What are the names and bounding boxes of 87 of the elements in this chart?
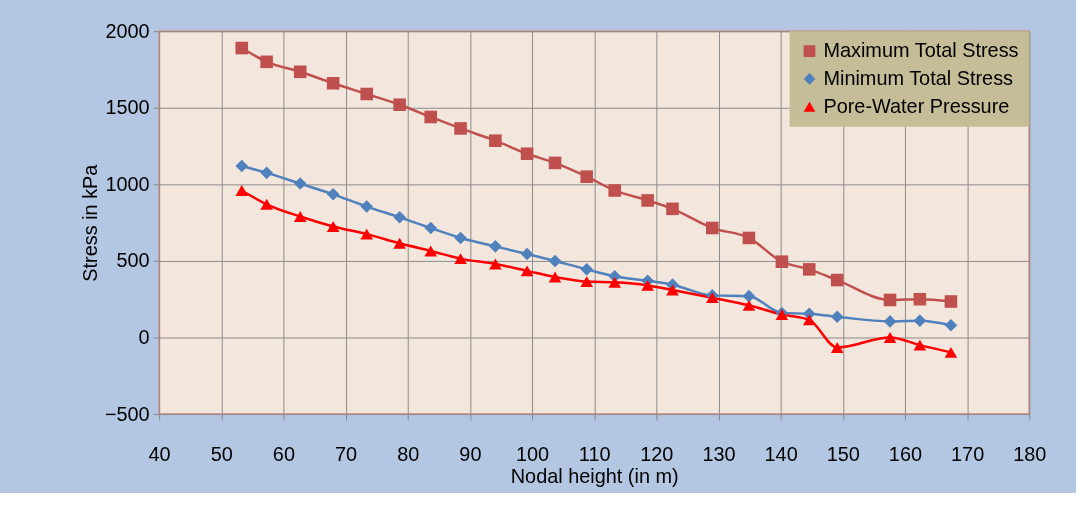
point: [360, 87, 373, 101]
point: [520, 265, 534, 277]
point: [742, 299, 756, 311]
point: [944, 318, 958, 332]
x-axis-title: Nodal height (in m): [510, 465, 679, 488]
y-tick-label: 2000: [105, 19, 150, 42]
point: [393, 98, 406, 111]
point: [424, 110, 438, 124]
point: [830, 342, 844, 353]
point: [235, 41, 249, 55]
point: [260, 198, 273, 210]
point: [360, 200, 373, 213]
y-tick-label: 1000: [105, 172, 150, 195]
point: [293, 211, 307, 222]
y-tick-label: 1500: [105, 96, 150, 119]
legend-label: Minimum Total Stress: [823, 66, 1014, 89]
legend-label: Pore-Water Pressure: [823, 94, 1010, 117]
point: [580, 276, 594, 288]
point: [580, 170, 594, 183]
point: [235, 159, 249, 173]
point: [775, 255, 789, 268]
legend-label: Maximum Total Stress: [823, 39, 1019, 62]
x-tick-label: 180: [1013, 443, 1047, 466]
point: [489, 258, 502, 270]
point: [883, 293, 897, 307]
point: [830, 273, 844, 287]
point: [548, 254, 562, 268]
point: [666, 202, 679, 216]
point: [424, 221, 438, 235]
point: [393, 210, 406, 224]
point: [641, 194, 654, 207]
point: [326, 76, 340, 90]
x-tick-label: 50: [210, 443, 233, 466]
point: [883, 332, 897, 343]
point: [424, 245, 438, 257]
point: [742, 289, 756, 303]
y-tick-label: −500: [104, 402, 150, 425]
x-tick-label: 70: [335, 443, 358, 466]
point: [580, 263, 594, 276]
x-tick-label: 150: [826, 443, 860, 466]
point: [883, 315, 897, 328]
x-tick-label: 120: [640, 443, 674, 466]
point: [393, 237, 406, 249]
point: [641, 279, 654, 291]
point: [666, 284, 679, 296]
point: [944, 346, 958, 358]
point: [454, 122, 467, 135]
point: [326, 188, 340, 201]
point: [802, 263, 816, 276]
y-tick-label: 0: [138, 325, 150, 348]
point: [489, 134, 502, 147]
point: [293, 65, 307, 79]
x-tick-label: 140: [764, 443, 798, 466]
point: [705, 221, 719, 235]
point: [742, 231, 756, 245]
point: [235, 185, 249, 196]
x-tick-label: 170: [951, 443, 985, 466]
point: [293, 177, 307, 190]
x-tick-label: 40: [148, 443, 171, 466]
point: [520, 147, 534, 161]
point: [520, 247, 534, 261]
point: [360, 228, 373, 240]
point: [548, 156, 562, 170]
point: [802, 314, 816, 326]
point: [913, 339, 927, 351]
point: [608, 276, 621, 288]
x-tick-label: 80: [397, 443, 420, 466]
y-axis-title: Stress in kPa: [78, 163, 101, 282]
point: [830, 310, 844, 324]
x-tick-label: 90: [459, 443, 482, 466]
point: [913, 314, 927, 327]
x-tick-label: 110: [578, 443, 611, 466]
point: [489, 240, 502, 253]
point: [944, 295, 958, 308]
point: [454, 253, 467, 265]
point: [260, 166, 273, 180]
point: [326, 221, 340, 232]
x-tick-label: 130: [702, 443, 736, 466]
point: [260, 55, 273, 69]
point: [913, 292, 927, 306]
x-tick-label: 60: [272, 443, 295, 466]
point: [608, 184, 621, 197]
x-tick-label: 160: [888, 443, 923, 466]
x-tick-label: 100: [515, 443, 550, 466]
point: [454, 231, 467, 245]
point: [548, 271, 562, 283]
y-tick-label: 500: [116, 249, 150, 272]
